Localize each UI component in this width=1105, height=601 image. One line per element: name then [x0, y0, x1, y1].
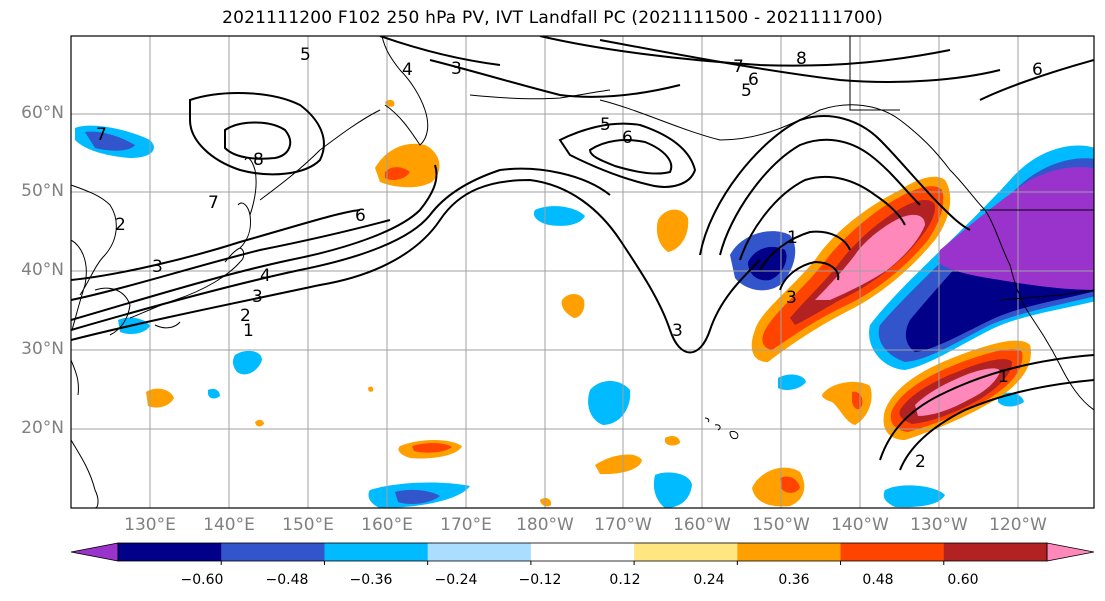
contour-label: 1	[787, 228, 798, 248]
lon-label: 150°W	[752, 515, 810, 535]
contour-label: 2	[115, 215, 126, 235]
contour-label: 2	[240, 306, 251, 326]
contour-label: 8	[253, 150, 264, 170]
colorbar-tick-label: −0.60	[180, 572, 224, 588]
colorbar-tick-label: −0.24	[434, 572, 478, 588]
lon-label: 140°E	[203, 515, 255, 535]
contour-label: 5	[300, 45, 311, 65]
lon-label: 130°W	[910, 515, 968, 535]
sakhalin-kuriles	[244, 109, 381, 216]
lat-label: 60°N	[21, 103, 64, 123]
lat-label: 30°N	[21, 339, 64, 359]
map-title: 2021111200 F102 250 hPa PV, IVT Landfall…	[222, 8, 883, 28]
contour-label: 6	[355, 206, 366, 226]
contour-label: 3	[786, 288, 797, 308]
contour-label: 2	[915, 452, 926, 472]
colorbar-tick-label: 0.48	[862, 572, 894, 588]
lon-label: 130°E	[124, 515, 176, 535]
contour-label: 3	[451, 59, 462, 79]
us-border	[849, 36, 1094, 301]
contour-label: 3	[152, 257, 163, 277]
lon-label: 120°W	[989, 515, 1047, 535]
colorbar-tick-label: 0.24	[693, 572, 725, 588]
colorbar-tick-label: 0.12	[609, 572, 641, 588]
contour-label: 3	[252, 287, 263, 307]
lat-label: 40°N	[21, 260, 64, 280]
colorbar-tick-label: 0.60	[947, 572, 979, 588]
contour-label: 6	[622, 128, 633, 148]
hawaii	[704, 417, 739, 440]
contour-label: 5	[600, 115, 611, 135]
north-america-coast	[984, 209, 1094, 411]
lat-label: 20°N	[21, 418, 64, 438]
aleutian-islands	[469, 89, 611, 100]
lon-label: 160°W	[673, 515, 731, 535]
contour-label: 7	[96, 125, 107, 145]
pv-contours	[71, 36, 1094, 471]
lon-label: 170°E	[440, 515, 492, 535]
contour-label: 4	[402, 60, 413, 80]
lon-label: 170°W	[594, 515, 652, 535]
contour-labels: 5 4 3 8 7 6 5 6 5 6 8 7 6 3 4 3 2 1 1 3 …	[96, 45, 1043, 472]
contour-label: 5	[741, 81, 752, 101]
contour-label: 8	[796, 49, 807, 69]
contour-label: 7	[208, 193, 219, 213]
kamchatka	[381, 36, 429, 146]
lat-label: 50°N	[21, 181, 64, 201]
lon-label: 150°E	[282, 515, 334, 535]
colorbar-tick-label: 0.36	[778, 572, 810, 588]
contour-label: 6	[1032, 60, 1043, 80]
asia-coastline	[71, 184, 131, 508]
colorbar-tick-label: −0.36	[349, 572, 393, 588]
anomaly-shading	[75, 99, 1094, 508]
colorbar-tick-label: −0.48	[265, 572, 309, 588]
map-frame	[70, 35, 1095, 509]
contour-label: 3	[672, 321, 683, 341]
contour-label: 1	[243, 321, 254, 341]
contour-label: 1	[998, 367, 1009, 387]
lon-label: 160°E	[361, 515, 413, 535]
negative-anomaly-max	[938, 167, 1094, 290]
lon-label: 180°W	[516, 515, 574, 535]
colorbar-tick-label: −0.12	[518, 572, 562, 588]
alaska-coast	[599, 99, 986, 211]
contour-label: 7	[733, 57, 744, 77]
lon-label: 140°W	[831, 515, 889, 535]
contour-label: 6	[748, 70, 759, 90]
contour-label: 4	[260, 266, 271, 286]
